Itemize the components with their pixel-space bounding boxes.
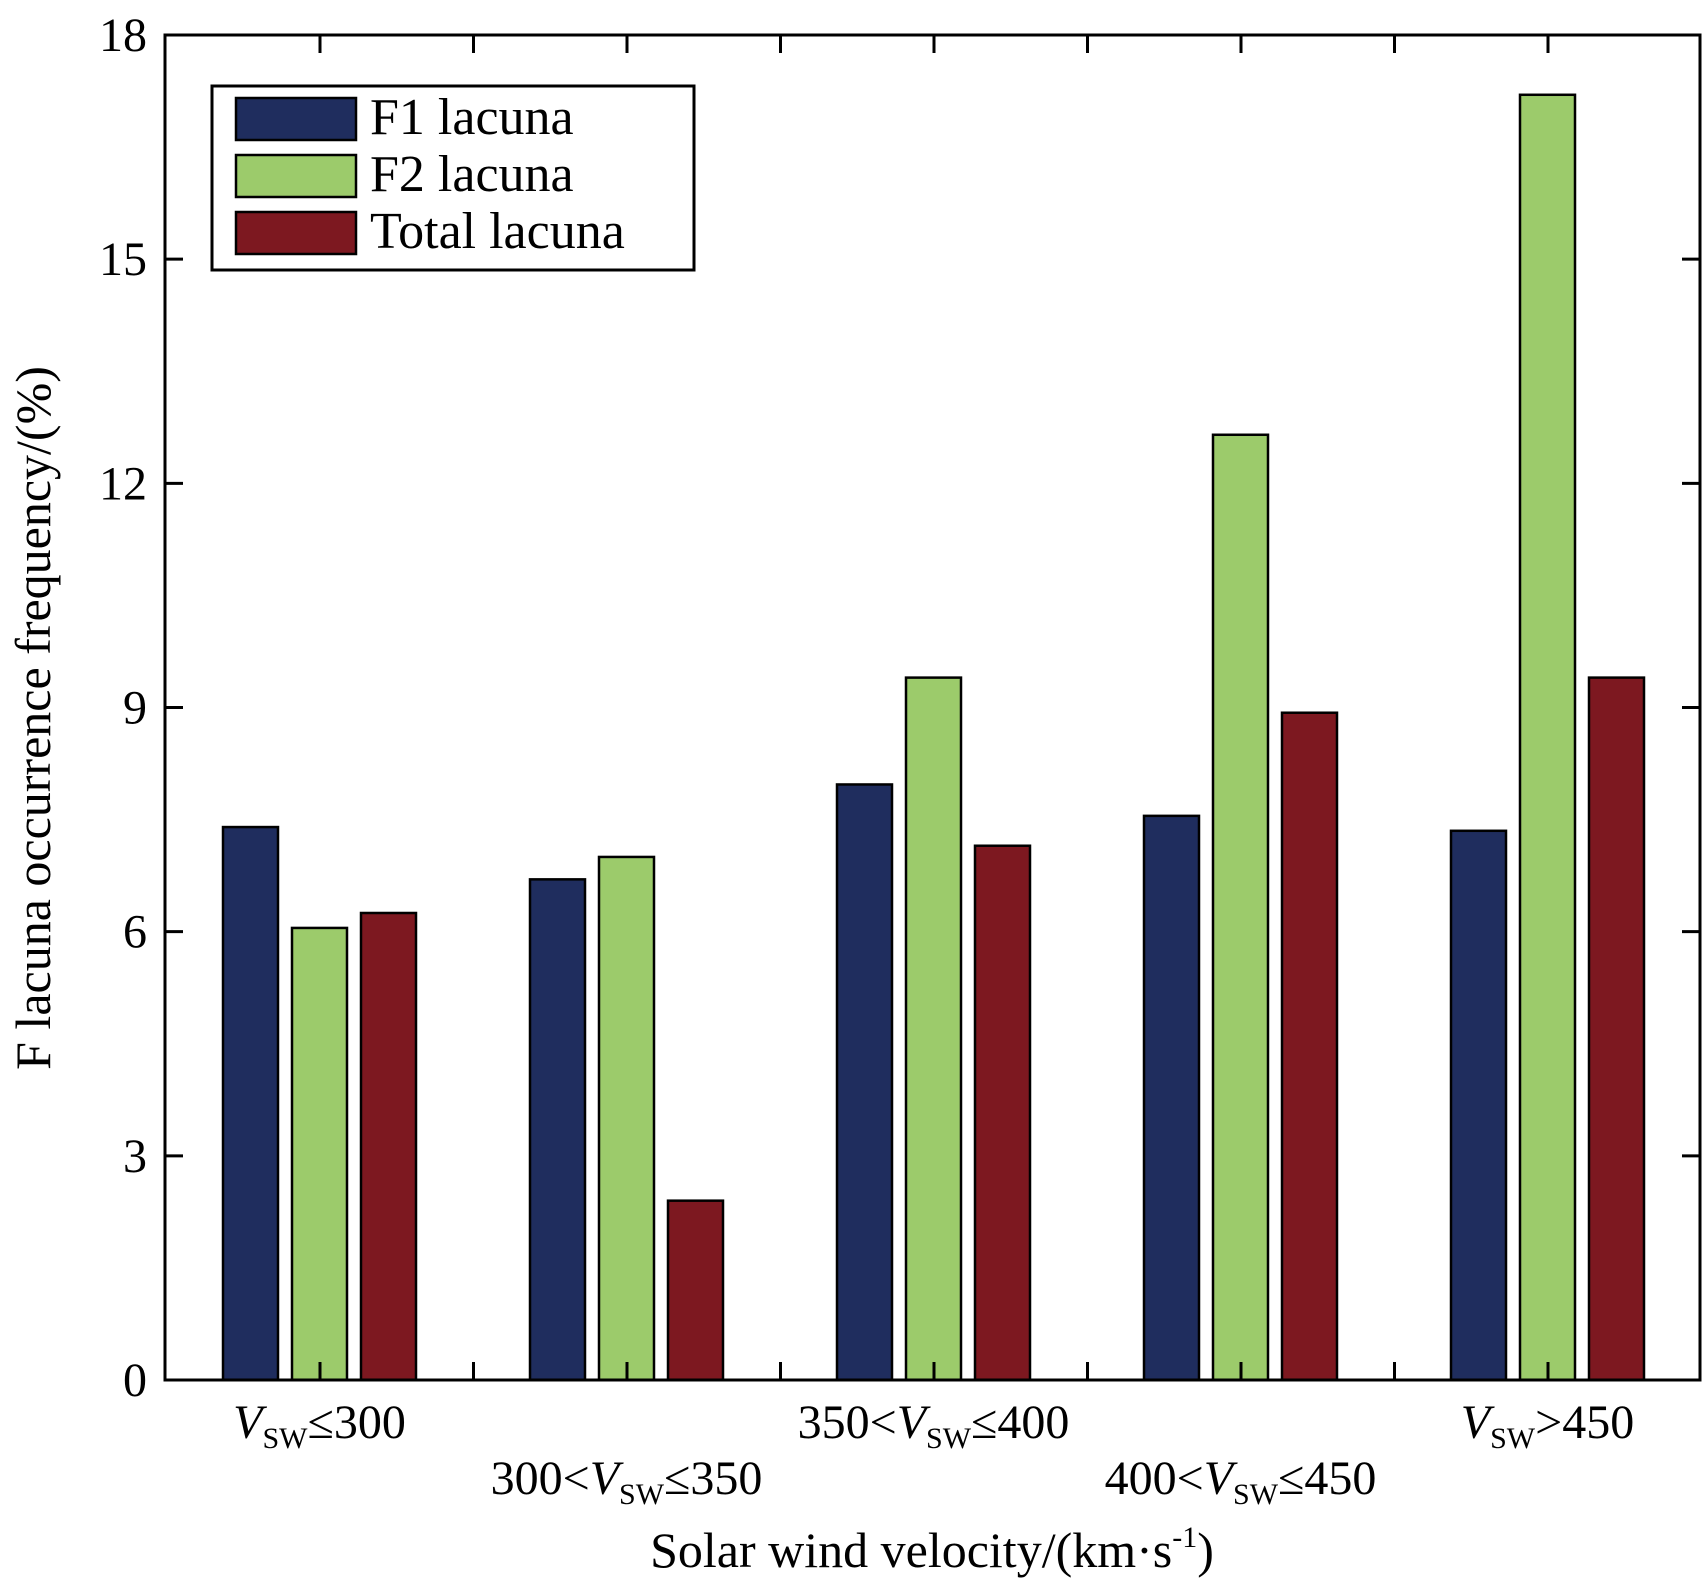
legend-swatch [234, 96, 358, 142]
y-tick-label: 0 [123, 1354, 147, 1407]
y-tick-label: 6 [123, 906, 147, 959]
bar-total-lacuna-1 [666, 1199, 725, 1382]
x-category-label: 400<VSW≤450 [1105, 1452, 1377, 1511]
bar-total-lacuna-3 [1280, 711, 1339, 1382]
ticks-group: 0 3 6 9 12 15 18 [99, 9, 1700, 1407]
bar-f2-lacuna-3 [1211, 433, 1270, 1382]
legend-swatch [234, 153, 358, 199]
y-tick-label: 3 [123, 1130, 147, 1183]
y-axis-title: F lacuna occurrence frequency/(%) [5, 366, 61, 1070]
bar-total-lacuna-4 [1587, 676, 1646, 1382]
legend-label: F2 lacuna [370, 146, 574, 203]
legend-label: F1 lacuna [370, 89, 574, 146]
bar-f1-lacuna-0 [221, 825, 280, 1382]
x-category-labels: VSW≤300 300<VSW≤350 350<VSW≤400 400<VSW≤450… [233, 1396, 1634, 1511]
x-category-label: VSW>450 [1461, 1396, 1634, 1455]
bar-f2-lacuna-1 [597, 855, 656, 1382]
bar-f1-lacuna-4 [1449, 829, 1508, 1382]
bar-total-lacuna-0 [359, 911, 418, 1382]
legend-label: Total lacuna [370, 203, 625, 260]
legend-swatch [234, 210, 358, 256]
x-category-label: VSW≤300 [233, 1396, 406, 1455]
bar-f1-lacuna-2 [835, 783, 894, 1382]
bar-f1-lacuna-3 [1142, 814, 1201, 1382]
bar-f2-lacuna-0 [290, 926, 349, 1382]
y-tick-label: 12 [99, 457, 147, 510]
x-axis-title: Solar wind velocity/(km·s-1) [650, 1521, 1214, 1578]
bars-group [221, 93, 1646, 1382]
x-category-label: 350<VSW≤400 [798, 1396, 1070, 1455]
y-tick-label: 9 [123, 682, 147, 735]
x-category-label: 300<VSW≤350 [491, 1452, 763, 1511]
bar-f2-lacuna-4 [1518, 93, 1577, 1382]
bar-total-lacuna-2 [973, 844, 1032, 1382]
y-tick-label: 18 [99, 9, 147, 62]
bar-f2-lacuna-2 [904, 676, 963, 1382]
y-tick-label: 15 [99, 233, 147, 286]
bar-f1-lacuna-1 [528, 878, 587, 1382]
